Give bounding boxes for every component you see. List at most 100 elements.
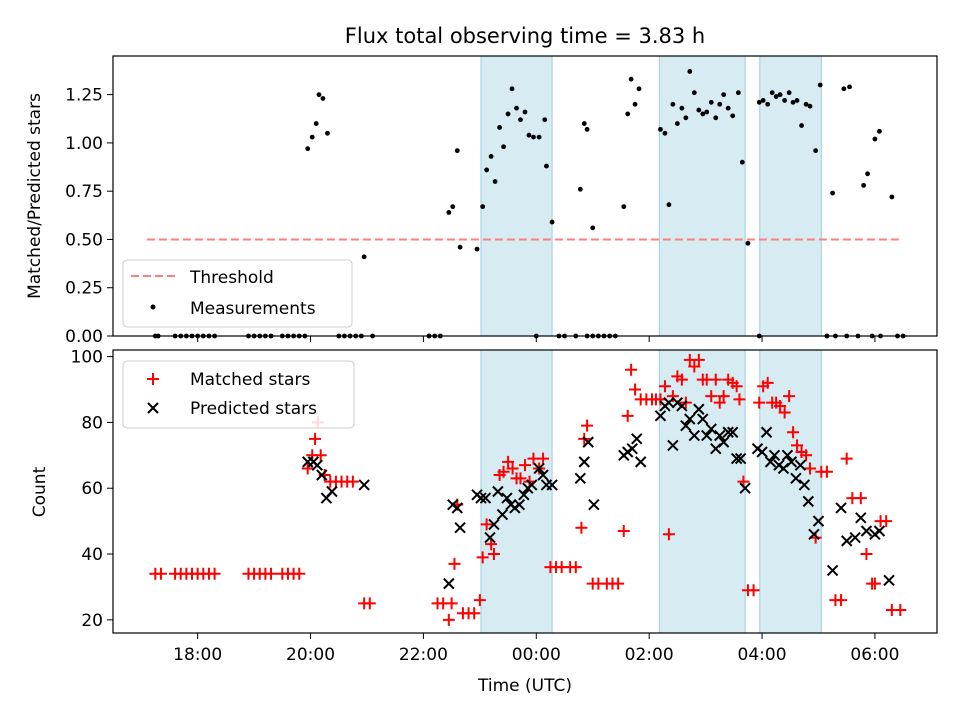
- predicted-star-point: [676, 400, 688, 412]
- predicted-star-point: [855, 512, 867, 524]
- predicted-star-point: [488, 518, 500, 531]
- matched-star-point: [569, 561, 582, 574]
- matched-star-point: [791, 439, 804, 452]
- measurement-point: [636, 86, 642, 92]
- measurement-point: [683, 115, 689, 121]
- observing-span-2: [759, 55, 822, 337]
- measurement-point: [889, 194, 895, 200]
- matched-star-point: [868, 577, 881, 590]
- matched-star-point: [473, 594, 486, 607]
- predicted-star-point: [883, 574, 895, 587]
- measurement-point: [817, 82, 823, 88]
- matched-star-point: [506, 462, 519, 475]
- matched-star-point: [476, 551, 489, 564]
- measurement-point: [739, 159, 745, 165]
- predicted-star-point: [311, 459, 324, 471]
- measurement-point: [325, 130, 330, 136]
- matched-star-point: [787, 426, 800, 439]
- matched-star-point: [519, 459, 531, 472]
- x-tick-label: 20:00: [286, 645, 335, 665]
- measurement-point: [446, 210, 452, 215]
- predicted-star-point: [768, 449, 781, 462]
- matched-star-point: [820, 465, 833, 478]
- predicted-star-point: [714, 429, 726, 442]
- predicted-star-point: [451, 502, 463, 514]
- predicted-star-point: [358, 479, 370, 491]
- measurement-point: [509, 86, 515, 92]
- predicted-star-point: [479, 492, 492, 504]
- measurement-point: [691, 90, 697, 96]
- predicted-star-point: [790, 472, 802, 485]
- measurement-point: [501, 144, 506, 150]
- predicted-star-point: [722, 426, 734, 438]
- measurement-point: [799, 123, 804, 128]
- predicted-star-point: [501, 492, 513, 504]
- matched-star-point: [880, 515, 893, 528]
- count-panel: 20 40 60 80 100 18:00 20:00 22:00 00:00 02:00 04:…: [30, 348, 938, 696]
- matched-star-point: [761, 376, 774, 389]
- measurement-point: [549, 219, 555, 225]
- matched-star-point: [363, 597, 376, 610]
- matched-star-point: [497, 465, 510, 478]
- measurement-point: [584, 126, 590, 132]
- measurement-point: [474, 246, 480, 252]
- matched-star-point: [800, 449, 813, 462]
- y-tick-label: 80: [81, 413, 103, 433]
- measurement-point: [725, 105, 731, 111]
- y-tick-label: 1.25: [65, 86, 103, 106]
- count-plot-frame: [112, 349, 938, 634]
- ratio-y-axis-label: Matched/Predicted stars: [25, 93, 45, 299]
- y-tick-label: 20: [81, 611, 103, 631]
- measurement-point: [522, 109, 528, 115]
- predicted-star-point: [688, 429, 701, 442]
- y-tick-label: 1.00: [65, 134, 103, 154]
- predicted-star-point: [588, 498, 600, 511]
- measurement-point: [687, 69, 693, 74]
- x-tick-label: 02:00: [625, 645, 674, 665]
- measurement-point: [756, 99, 762, 105]
- matched-star-point: [265, 567, 278, 580]
- predicted-star-point: [873, 525, 886, 537]
- measurement-point: [581, 121, 587, 126]
- predicted-star-point: [693, 403, 705, 415]
- measurement-point: [590, 225, 596, 231]
- predicted-star-point: [764, 456, 777, 468]
- matched-star-point: [617, 524, 630, 537]
- predicted-star-point: [756, 446, 768, 458]
- measurement-point: [309, 134, 315, 140]
- measurement-point: [760, 98, 766, 103]
- matched-star-point: [468, 607, 481, 620]
- predicted-star-point: [634, 456, 647, 468]
- y-tick-label: 100: [71, 348, 103, 368]
- predicted-star-point: [533, 462, 545, 475]
- y-tick-label: 0.25: [65, 279, 103, 299]
- measurement-point: [877, 128, 882, 134]
- y-tick-label: 0.75: [65, 182, 103, 202]
- measurement-point: [492, 179, 498, 184]
- measurement-point: [861, 182, 867, 188]
- matched-star-point: [675, 373, 688, 386]
- measurement-point: [704, 109, 710, 115]
- count-x-axis-label: Time (UTC): [477, 676, 572, 696]
- measurement-point: [536, 134, 542, 140]
- observing-span-2: [759, 349, 822, 634]
- matched-star-point: [894, 603, 907, 616]
- measurement-point: [313, 121, 319, 126]
- matched-star-point: [154, 567, 167, 580]
- measurement-point: [790, 99, 796, 105]
- matched-star-point: [747, 584, 760, 597]
- matched-star-point: [705, 390, 718, 403]
- matched-star-point: [621, 409, 634, 422]
- matched-star-point: [783, 390, 796, 403]
- predicted-star-point: [475, 492, 487, 504]
- ratio-x-ticks: [197, 336, 876, 342]
- predicted-star-point: [794, 459, 807, 471]
- predicted-star-point: [849, 531, 861, 544]
- matched-star-point: [854, 492, 867, 505]
- x-tick-label: 06:00: [850, 645, 899, 665]
- predicted-star-point: [496, 508, 509, 521]
- measurement-point: [526, 132, 532, 138]
- matched-star-point: [309, 432, 322, 445]
- measurement-point: [505, 111, 511, 117]
- matched-star-point: [581, 419, 594, 432]
